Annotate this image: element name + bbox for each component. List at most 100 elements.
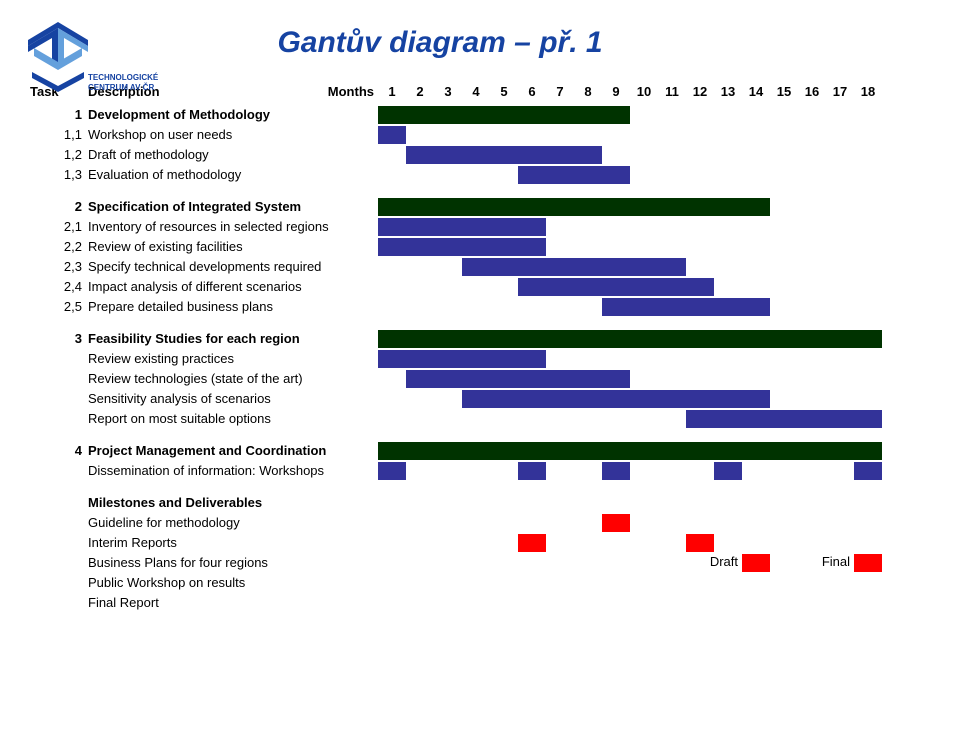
bar-dark (574, 330, 602, 348)
spacer (378, 186, 406, 196)
cell (378, 390, 406, 408)
month-13: 13 (714, 82, 742, 105)
cell (574, 594, 602, 612)
spacer (378, 430, 406, 440)
bar-dark (714, 330, 742, 348)
cell (854, 494, 882, 512)
bar-blue (602, 390, 630, 408)
cell (770, 258, 798, 276)
cell (490, 594, 518, 612)
spacer (770, 186, 798, 196)
bar-dark (378, 442, 406, 460)
bar-dark (574, 442, 602, 460)
bar-dark (602, 442, 630, 460)
bar-dark (378, 198, 406, 216)
cell (686, 146, 714, 164)
bar-blue (574, 390, 602, 408)
spacer (30, 430, 88, 440)
bar-blue (462, 146, 490, 164)
cell (546, 574, 574, 592)
cell (490, 514, 518, 532)
cell (686, 494, 714, 512)
month-2: 2 (406, 82, 434, 105)
spacer (490, 430, 518, 440)
bar-blue (574, 166, 602, 184)
cell (462, 278, 490, 296)
cell (742, 462, 770, 480)
bar-dark (686, 330, 714, 348)
bar-blue (518, 370, 546, 388)
spacer (462, 482, 490, 492)
cell (546, 410, 574, 428)
bar-red (686, 534, 714, 552)
cell (798, 166, 826, 184)
bar-dark (546, 330, 574, 348)
row-desc: Draft of methodology (88, 145, 378, 165)
row-id: 2 (30, 197, 88, 217)
cell (406, 258, 434, 276)
cell (546, 238, 574, 256)
spacer (686, 430, 714, 440)
cell (574, 494, 602, 512)
cell (378, 278, 406, 296)
cell (518, 514, 546, 532)
cell (658, 574, 686, 592)
cell (518, 410, 546, 428)
row-id: 2,2 (30, 237, 88, 257)
cell (826, 278, 854, 296)
cell (434, 298, 462, 316)
cell (462, 574, 490, 592)
spacer (518, 186, 546, 196)
cell (574, 574, 602, 592)
cell (574, 410, 602, 428)
cell (406, 574, 434, 592)
cell (854, 350, 882, 368)
row-desc: Impact analysis of different scenarios (88, 277, 378, 297)
cell (462, 554, 490, 572)
cell (518, 574, 546, 592)
spacer (658, 430, 686, 440)
bar-dark (574, 106, 602, 124)
cell (574, 238, 602, 256)
bar-blue (686, 278, 714, 296)
cell (602, 410, 630, 428)
row-desc: Report on most suitable options (88, 409, 378, 429)
month-16: 16 (798, 82, 826, 105)
bar-dark (826, 442, 854, 460)
cell (742, 494, 770, 512)
bar-blue (434, 350, 462, 368)
spacer (686, 186, 714, 196)
milestone-final (854, 554, 882, 572)
cell (714, 258, 742, 276)
row-id (30, 461, 88, 481)
bar-dark (462, 330, 490, 348)
cell (378, 258, 406, 276)
bar-blue (434, 146, 462, 164)
cell (434, 574, 462, 592)
logo-text-1: TECHNOLOGICKÉ (88, 73, 158, 82)
bar-blue (490, 390, 518, 408)
cell (406, 514, 434, 532)
row-desc: Prepare detailed business plans (88, 297, 378, 317)
bar-dark (490, 198, 518, 216)
bar-blue (658, 278, 686, 296)
bar-blue (546, 390, 574, 408)
cell (798, 350, 826, 368)
spacer (30, 186, 88, 196)
cell (630, 554, 658, 572)
cell (574, 462, 602, 480)
bar-dark (798, 442, 826, 460)
cell (434, 462, 462, 480)
cell (742, 126, 770, 144)
bar-dark (518, 106, 546, 124)
spacer (88, 482, 378, 492)
spacer (826, 318, 854, 328)
row-id: 2,3 (30, 257, 88, 277)
cell (462, 462, 490, 480)
spacer (574, 482, 602, 492)
cell (434, 166, 462, 184)
bar-dark (658, 330, 686, 348)
spacer (378, 482, 406, 492)
bar-blue (518, 238, 546, 256)
logo-text-2: CENTRUM AV ČR (88, 83, 154, 92)
